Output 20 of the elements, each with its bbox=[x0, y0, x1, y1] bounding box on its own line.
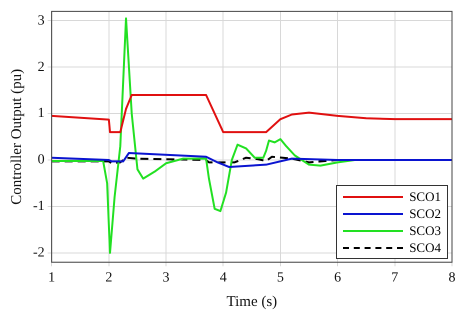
legend-label: SCO3 bbox=[409, 222, 441, 239]
y-tick-label: 2 bbox=[38, 60, 45, 75]
x-tick-label: 8 bbox=[448, 270, 456, 286]
x-tick-label: 6 bbox=[334, 270, 342, 286]
y-tick-label: 3 bbox=[38, 13, 45, 28]
legend-label: SCO2 bbox=[409, 205, 441, 222]
y-tick-label: 1 bbox=[38, 106, 45, 122]
y-axis-title: Controller Output (pu) bbox=[8, 68, 25, 205]
x-axis-title: Time (s) bbox=[226, 294, 278, 310]
x-tick-label: 5 bbox=[276, 270, 284, 286]
x-tick-label: 4 bbox=[220, 270, 227, 286]
x-tick-label: 1 bbox=[48, 270, 56, 286]
y-tick-label: -2 bbox=[32, 246, 45, 261]
y-tick-label: -1 bbox=[32, 199, 45, 214]
x-tick-label: 3 bbox=[162, 270, 170, 286]
legend-label: SCO4 bbox=[409, 239, 441, 256]
legend-label: SCO1 bbox=[409, 188, 441, 205]
x-tick-label: 7 bbox=[391, 270, 398, 286]
y-tick-label: 0 bbox=[38, 152, 45, 168]
x-tick-label: 2 bbox=[105, 270, 112, 286]
